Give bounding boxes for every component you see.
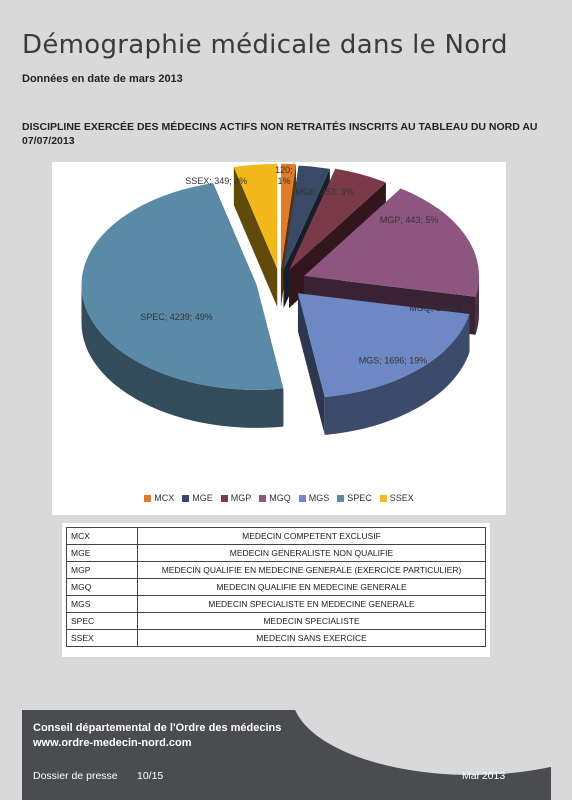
legend-item-mcx: MCX — [144, 493, 174, 503]
abbreviation-table: MCX MEDECIN COMPETENT EXCLUSIF MGE MEDECIN … — [66, 527, 486, 647]
abbreviation-code: MCX — [66, 527, 138, 545]
pie-slice-cut-face — [233, 167, 278, 307]
legend-swatch — [144, 494, 152, 502]
table-row: MGS MEDECIN SPECIALISTE EN MEDECINE GENER… — [66, 595, 486, 613]
pie-slice-spec — [81, 183, 284, 390]
abbreviation-code: SSEX — [66, 629, 138, 647]
abbreviation-code: SPEC — [66, 612, 138, 630]
abbreviation-description: MEDECIN SPECIALISTE — [137, 612, 486, 630]
legend-label: MGE — [192, 493, 213, 503]
page-title: Démographie médicale dans le Nord — [22, 30, 508, 60]
pie-data-label: SSEX; 349; 4% — [185, 176, 247, 186]
pie-slice-mgs — [297, 293, 470, 398]
pie-slice-mgp — [289, 168, 386, 270]
pie-chart: MCX;120;1%MGE; 253; 3% MGP; 443; 5% MGQ; 1… — [52, 162, 506, 515]
abbreviation-description: MEDECIN COMPETENT EXCLUSIF — [137, 527, 486, 545]
pie-slice-side — [324, 314, 470, 436]
pie-slice-mcx — [280, 163, 297, 269]
legend-swatch — [337, 494, 345, 502]
pie-data-label: SPEC; 4239; 49% — [140, 312, 213, 322]
pie-slice-mgq — [304, 188, 480, 297]
table-row: MGQ MEDECIN QUALIFIE EN MEDECINE GENERALE — [66, 578, 486, 596]
footer-date: Mai 2013 — [462, 770, 506, 782]
pie-data-label: MCX;120;1% — [273, 162, 296, 186]
abbreviation-description: MEDECIN GENERALISTE NON QUALIFIE — [137, 544, 486, 562]
pie-chart-svg: MCX;120;1%MGE; 253; 3% MGP; 443; 5% MGQ; 1… — [81, 162, 480, 436]
legend-label: MGP — [230, 493, 252, 503]
legend-label: SSEX — [389, 493, 414, 503]
legend-label: MGQ — [269, 493, 291, 503]
legend-item-mge: MGE — [182, 493, 213, 503]
pie-data-label: MGE; 253; 3% — [295, 187, 354, 197]
footer-page-number: 10/15 — [137, 770, 164, 782]
pie-tops — [81, 163, 480, 398]
page-subtitle: Données en date de mars 2013 — [22, 73, 183, 85]
table-row: MCX MEDECIN COMPETENT EXCLUSIF — [66, 527, 486, 545]
chart-legend: MCX MGE MGP MGQ MGS SPEC SSEX — [52, 493, 506, 503]
footer-press-label: Dossier de presse — [33, 770, 118, 782]
footer: Conseil départemental de l'Ordre des méd… — [22, 710, 551, 800]
legend-item-mgp: MGP — [220, 493, 252, 503]
pie-slice-mge — [283, 165, 330, 271]
pie-data-label: MGP; 443; 5% — [380, 215, 439, 225]
legend-swatch — [379, 494, 387, 502]
abbreviation-description: MEDECIN QUALIFIE EN MEDECINE GENERALE — [137, 578, 486, 596]
footer-organization: Conseil départemental de l'Ordre des méd… — [33, 722, 282, 734]
footer-website-link[interactable]: www.ordre-medecin-nord.com — [33, 737, 192, 749]
legend-label: MGS — [308, 493, 330, 503]
abbreviation-code: MGE — [66, 544, 138, 562]
legend-label: SPEC — [347, 493, 372, 503]
legend-item-spec: SPEC — [337, 493, 372, 503]
abbreviation-description: MEDECIN SANS EXERCICE — [137, 629, 486, 647]
abbreviation-code: MGS — [66, 595, 138, 613]
legend-item-ssex: SSEX — [379, 493, 414, 503]
legend-swatch — [298, 494, 306, 502]
section-heading: DISCIPLINE EXERCÉE DES MÉDECINS ACTIFS N… — [22, 121, 538, 147]
legend-item-mgs: MGS — [298, 493, 330, 503]
abbreviation-code: MGP — [66, 561, 138, 579]
pie-data-label: MGS; 1696; 19% — [359, 355, 428, 365]
footer-decorative-curve — [292, 710, 551, 775]
legend-swatch — [259, 494, 267, 502]
pie-slice-cut-face — [297, 293, 325, 436]
table-row: MGE MEDECIN GENERALISTE NON QUALIFIE — [66, 544, 486, 562]
pie-labels: MCX;120;1%MGE; 253; 3% MGP; 443; 5% MGQ; 1… — [140, 162, 479, 365]
pie-slice-side — [81, 284, 284, 428]
table-row: SPEC MEDECIN SPECIALISTE — [66, 612, 486, 630]
legend-swatch — [182, 494, 190, 502]
legend-item-mgq: MGQ — [259, 493, 291, 503]
abbreviation-description: MEDECIN QUALIFIE EN MEDECINE GENERALE (E… — [137, 561, 486, 579]
abbreviation-description: MEDECIN SPECIALISTE EN MEDECINE GENERALE — [137, 595, 486, 613]
abbreviation-code: MGQ — [66, 578, 138, 596]
table-row: MGP MEDECIN QUALIFIE EN MEDECINE GENERALE… — [66, 561, 486, 579]
legend-swatch — [220, 494, 228, 502]
legend-label: MCX — [154, 493, 175, 503]
table-row: SSEX MEDECIN SANS EXERCICE — [66, 629, 486, 647]
pie-data-label: MGQ; 1648; 19% — [409, 303, 479, 313]
pie-slice-ssex — [233, 163, 278, 269]
pie-slice-side — [475, 276, 480, 335]
